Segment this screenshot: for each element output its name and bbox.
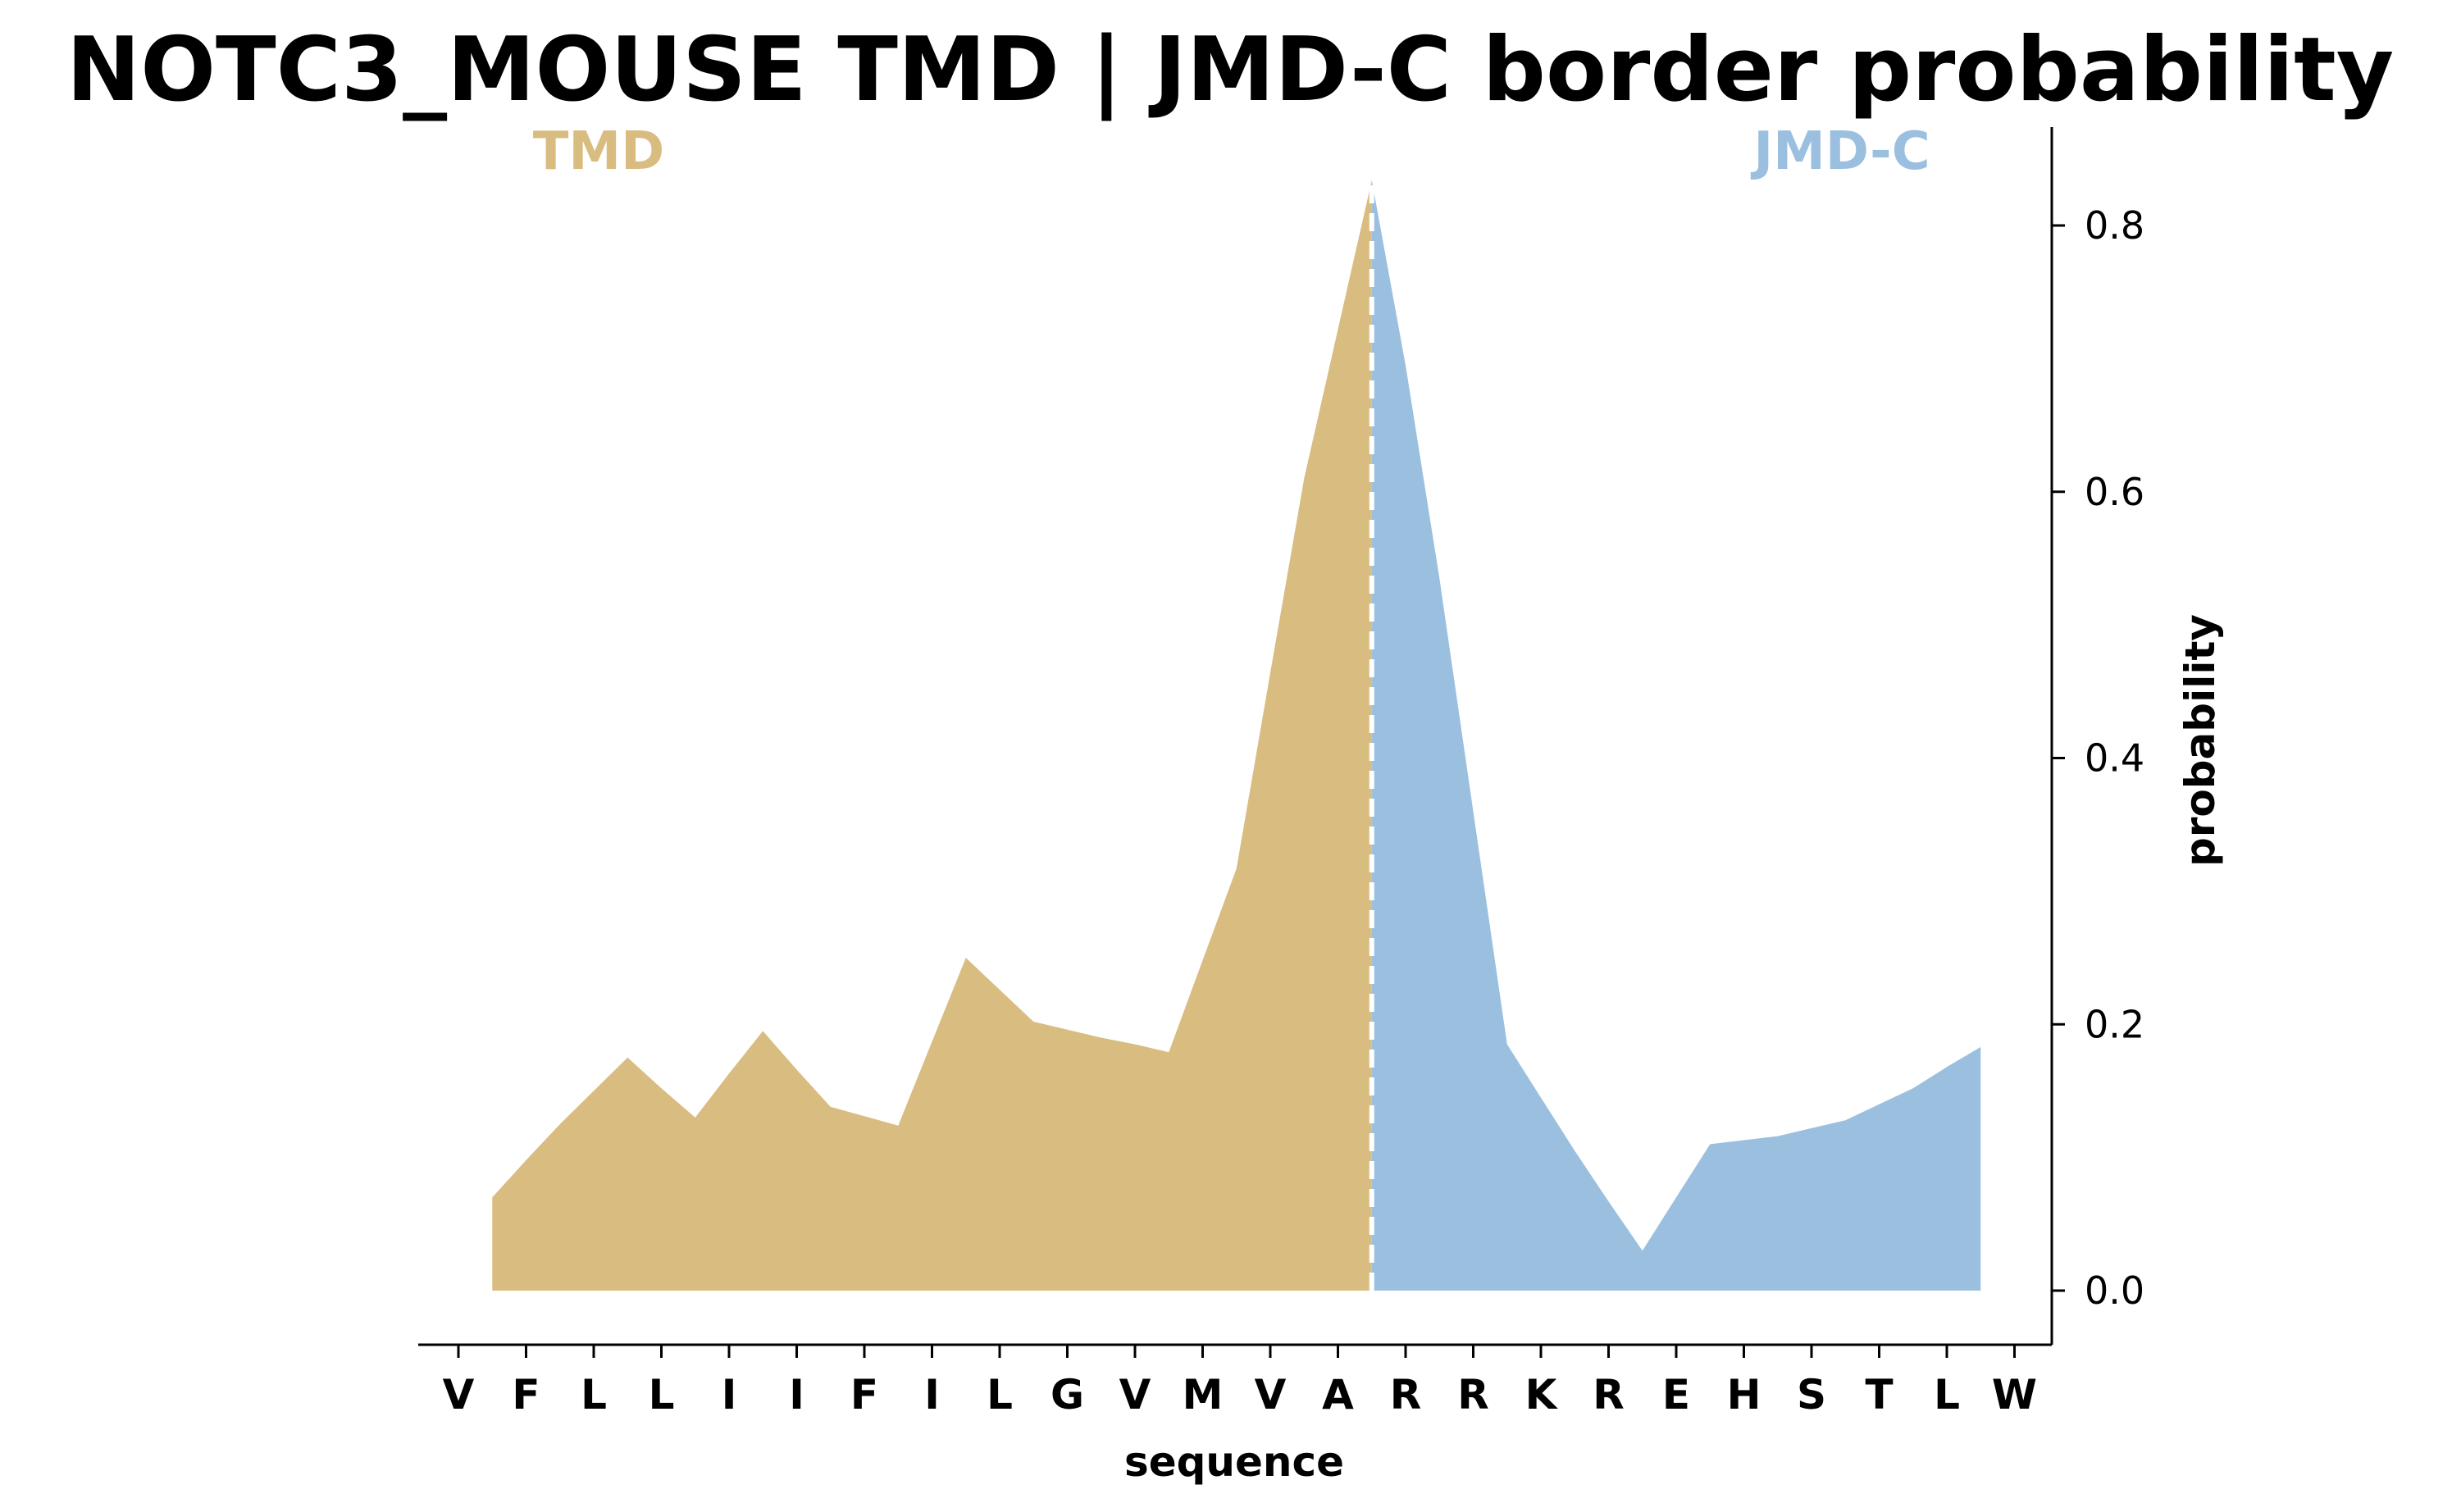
- x-tick-label: V: [1119, 1371, 1151, 1419]
- y-tick-label: 0.2: [2085, 1002, 2144, 1046]
- x-tick-label: T: [1865, 1371, 1893, 1419]
- x-tick-label: F: [512, 1371, 540, 1419]
- y-tick-label: 0.0: [2085, 1268, 2144, 1313]
- chart-title: NOTC3_MOUSE TMD | JMD-C border probabili…: [66, 19, 2394, 121]
- x-axis-label: sequence: [1124, 1438, 1344, 1486]
- x-tick-label: R: [1457, 1371, 1489, 1419]
- x-tick-label: L: [649, 1371, 675, 1419]
- x-tick-label: V: [443, 1371, 475, 1419]
- x-tick-label: M: [1183, 1371, 1224, 1419]
- x-tick-label: V: [1255, 1371, 1287, 1419]
- x-tick-label: H: [1727, 1371, 1761, 1419]
- tmd-region-label: TMD: [533, 121, 664, 182]
- x-tick-label: L: [1934, 1371, 1960, 1419]
- x-tick-label: I: [924, 1371, 940, 1419]
- x-tick-label: W: [1992, 1371, 2037, 1419]
- y-axis-label: probability: [2176, 614, 2224, 867]
- x-tick-label: L: [987, 1371, 1013, 1419]
- jmd-c-region-label: JMD-C: [1750, 121, 1930, 182]
- x-tick-label: R: [1593, 1371, 1625, 1419]
- x-tick-label: F: [850, 1371, 878, 1419]
- tmd-area: [492, 180, 1372, 1291]
- y-tick-label: 0.6: [2085, 470, 2144, 514]
- x-tick-label: L: [581, 1371, 607, 1419]
- y-tick-label: 0.8: [2085, 203, 2144, 248]
- y-ticks: 0.0 0.2 0.4 0.6 0.8: [2052, 203, 2144, 1313]
- x-tick-label: K: [1525, 1371, 1559, 1419]
- x-tick-label: G: [1050, 1371, 1084, 1419]
- x-tick-label: I: [722, 1371, 737, 1419]
- area-series: [492, 180, 1981, 1291]
- x-tick-label: A: [1322, 1371, 1354, 1419]
- x-tick-label: E: [1662, 1371, 1690, 1419]
- y-tick-label: 0.4: [2085, 736, 2144, 781]
- x-tick-label: S: [1797, 1371, 1826, 1419]
- axes: [418, 127, 2053, 1346]
- jmd-c-area: [1371, 180, 1981, 1291]
- x-tick-label: R: [1390, 1371, 1422, 1419]
- x-tick-label: I: [789, 1371, 804, 1419]
